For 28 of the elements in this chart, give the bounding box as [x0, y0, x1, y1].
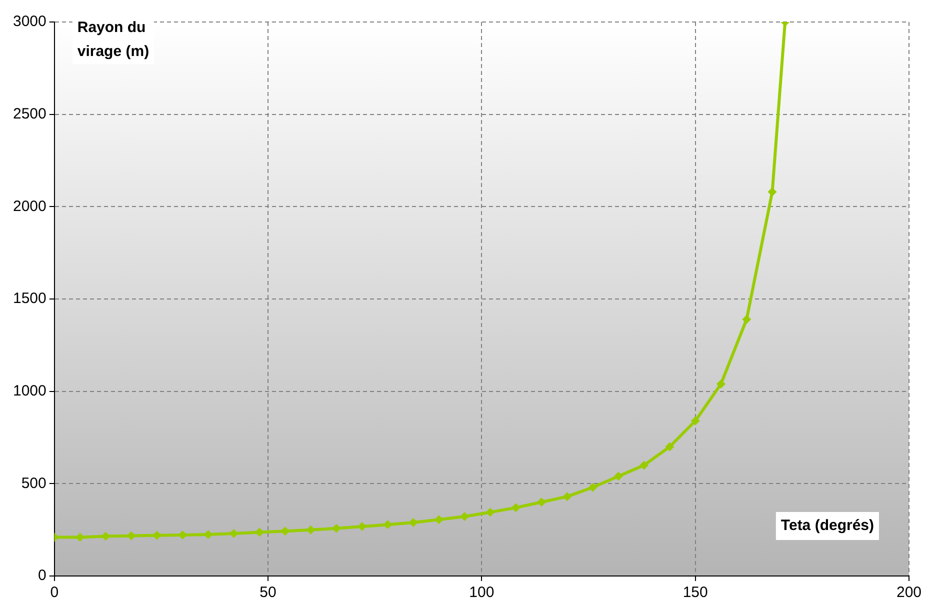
point	[716, 379, 726, 388]
y-tick-label: 1000	[12, 382, 46, 400]
point	[690, 416, 700, 426]
point	[742, 314, 752, 324]
point	[537, 498, 546, 507]
x-axis-title: Teta (degrés)	[780, 517, 874, 534]
point	[640, 460, 649, 470]
y-axis-title: Rayon du virage (m)	[77, 19, 150, 60]
y-tick-label: 3000	[12, 13, 46, 30]
y-tick-label: 500	[21, 474, 46, 492]
point	[588, 482, 598, 492]
point	[408, 518, 418, 527]
point	[511, 503, 520, 512]
x-tick-label: 200	[896, 584, 922, 602]
x-tick-label: 50	[260, 584, 276, 602]
y-tick-label: 2500	[12, 105, 46, 122]
x-tick-label: 150	[682, 584, 708, 602]
point	[614, 472, 623, 481]
x-tick-label: 0	[50, 584, 59, 602]
x-tick-label: 100	[469, 584, 494, 602]
y-tick-label: 0	[38, 567, 46, 584]
point	[383, 520, 392, 530]
point	[665, 442, 674, 452]
y-tick-label: 1500	[12, 290, 46, 308]
point	[460, 512, 470, 522]
y-tick-label: 2000	[12, 198, 46, 215]
point	[486, 508, 495, 517]
point	[562, 492, 572, 502]
